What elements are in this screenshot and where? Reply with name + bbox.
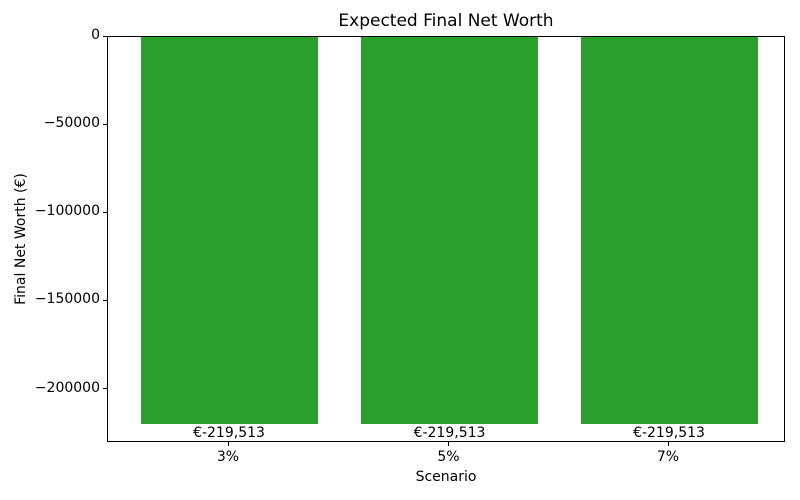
y-tick-label: 0 bbox=[91, 27, 100, 43]
x-axis-label: Scenario bbox=[415, 469, 477, 485]
bar-value-label: €-219,513 bbox=[633, 425, 705, 441]
chart-title: Expected Final Net Worth bbox=[338, 11, 554, 31]
y-tick-mark bbox=[103, 211, 107, 213]
x-tick-label: 5% bbox=[437, 449, 460, 465]
bar bbox=[140, 37, 318, 424]
x-tick-mark bbox=[448, 442, 449, 446]
y-tick-mark bbox=[103, 35, 107, 37]
bar-value-label: €-219,513 bbox=[193, 425, 265, 441]
bar bbox=[580, 37, 758, 424]
bar-value-label: €-219,513 bbox=[413, 425, 486, 441]
x-tick-mark bbox=[227, 442, 229, 446]
x-tick-label: 3% bbox=[216, 449, 240, 465]
bar bbox=[361, 37, 538, 424]
x-tick-mark bbox=[667, 442, 669, 446]
plot-area: €-219,513 €-219,513 €-219,513 bbox=[107, 36, 785, 442]
x-tick-label: 7% bbox=[656, 449, 680, 465]
y-tick-mark bbox=[103, 388, 107, 390]
y-tick-label: −100000 bbox=[34, 203, 100, 220]
y-tick-label: −200000 bbox=[34, 379, 100, 396]
y-tick-mark bbox=[103, 123, 107, 125]
y-tick-label: −50000 bbox=[43, 115, 100, 132]
y-axis-label: Final Net Worth (€) bbox=[13, 173, 29, 305]
y-tick-label: −150000 bbox=[34, 291, 100, 308]
y-tick-mark bbox=[103, 299, 107, 301]
